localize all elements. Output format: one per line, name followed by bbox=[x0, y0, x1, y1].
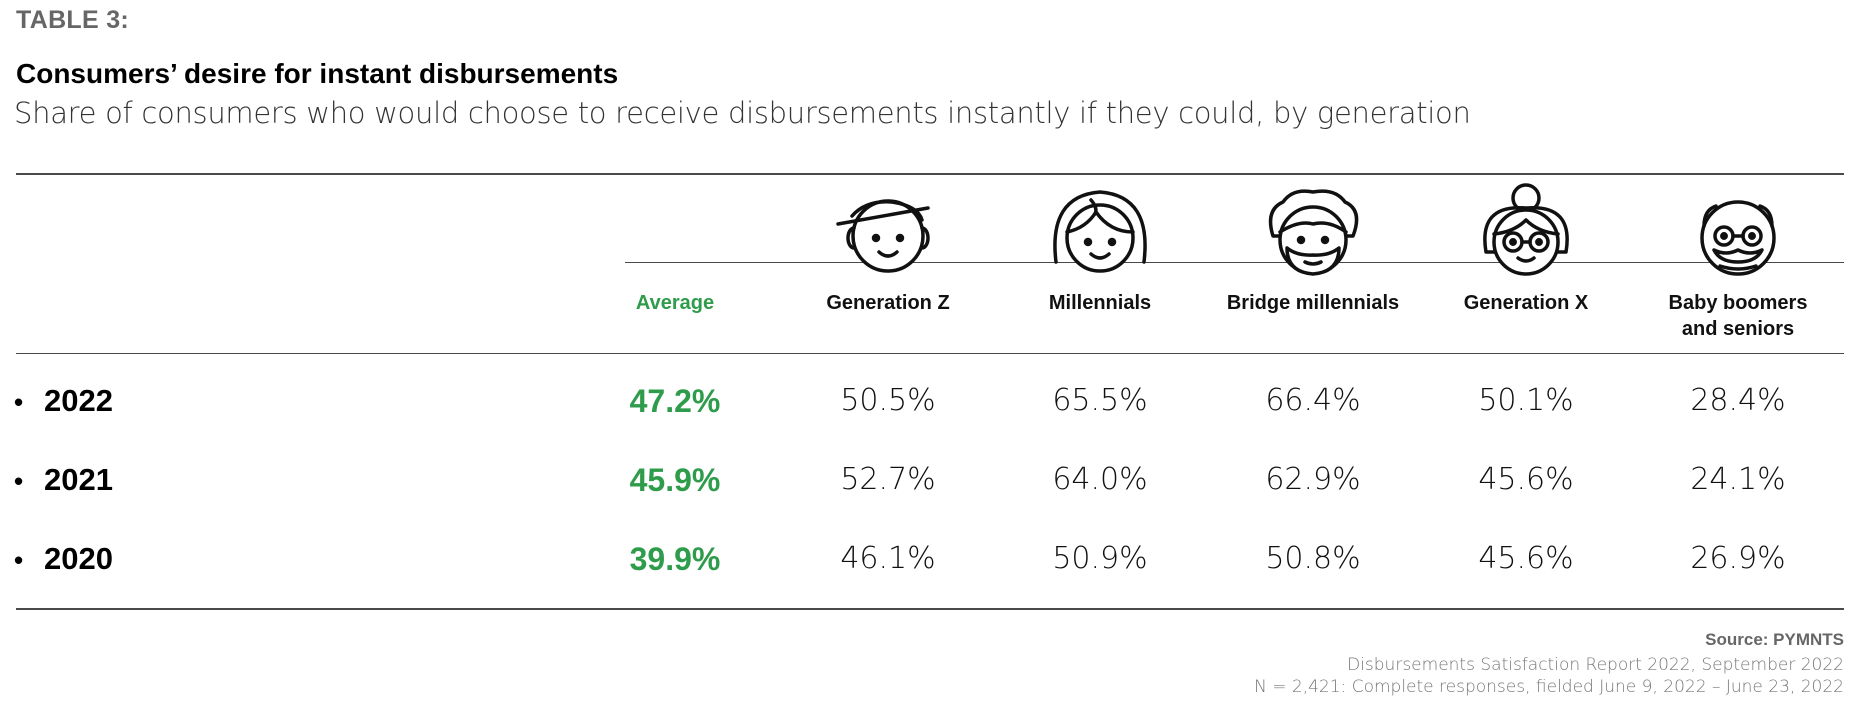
table-cell: 45.6% bbox=[1478, 462, 1574, 497]
generation-avatars bbox=[836, 183, 1776, 276]
gen-z-avatar-icon bbox=[836, 199, 930, 273]
table-cell: 50.1% bbox=[1478, 383, 1574, 418]
source-report: Disbursements Satisfaction Report 2022, … bbox=[1347, 655, 1844, 675]
column-header: Generation X bbox=[1463, 292, 1589, 314]
year-text: 2020 bbox=[44, 541, 113, 576]
table-cell: 24.1% bbox=[1690, 462, 1786, 497]
table-cell: 62.9% bbox=[1265, 462, 1361, 497]
table-cell: 52.7% bbox=[840, 462, 936, 497]
table-cell: 45.9% bbox=[629, 462, 721, 498]
column-header: Generation Z bbox=[826, 292, 950, 314]
source-label: Source: PYMNTS bbox=[1705, 630, 1844, 649]
millennial-avatar-icon bbox=[1053, 190, 1147, 273]
table-cell: 65.5% bbox=[1052, 383, 1148, 418]
table-cell: 45.6% bbox=[1478, 541, 1574, 576]
table-cell: 47.2% bbox=[629, 383, 721, 419]
source-sample: N = 2,421: Complete responses, fielded J… bbox=[1254, 677, 1844, 697]
table-cell: 50.8% bbox=[1265, 541, 1361, 576]
table-cell: 46.1% bbox=[840, 541, 936, 576]
chart-subtitle: Share of consumers who would choose to r… bbox=[14, 96, 1471, 130]
bullet-point: • bbox=[14, 387, 24, 417]
year-text: 2021 bbox=[44, 462, 113, 497]
boomer-avatar-icon bbox=[1700, 200, 1776, 276]
table-cell: 39.9% bbox=[629, 541, 721, 577]
table-cell: 50.9% bbox=[1052, 541, 1148, 576]
chart-title: Consumers’ desire for instant disburseme… bbox=[16, 58, 619, 89]
row-year-label: • 2021 bbox=[14, 462, 113, 498]
top-rule bbox=[16, 173, 1844, 175]
column-header: Baby boomers and seniors bbox=[1668, 292, 1808, 340]
column-header: Average bbox=[635, 292, 715, 314]
column-header: Millennials bbox=[1048, 292, 1152, 314]
table-cell: 66.4% bbox=[1265, 383, 1361, 418]
bullet-point: • bbox=[14, 545, 24, 575]
header-bottom-rule bbox=[16, 353, 1844, 354]
table-cell: 50.5% bbox=[840, 383, 936, 418]
row-year-label: • 2020 bbox=[14, 541, 113, 577]
table-cell: 26.9% bbox=[1690, 541, 1786, 576]
header-avatar-rule bbox=[625, 262, 1844, 263]
table-cell: 64.0% bbox=[1052, 462, 1148, 497]
column-header: Bridge millennials bbox=[1226, 292, 1400, 314]
table-label: TABLE 3: bbox=[16, 6, 130, 34]
bottom-rule bbox=[16, 608, 1844, 610]
bullet-point: • bbox=[14, 466, 24, 496]
table-cell: 28.4% bbox=[1690, 383, 1786, 418]
row-year-label: • 2022 bbox=[14, 383, 113, 419]
gen-x-avatar-icon bbox=[1483, 183, 1569, 276]
year-text: 2022 bbox=[44, 383, 113, 418]
